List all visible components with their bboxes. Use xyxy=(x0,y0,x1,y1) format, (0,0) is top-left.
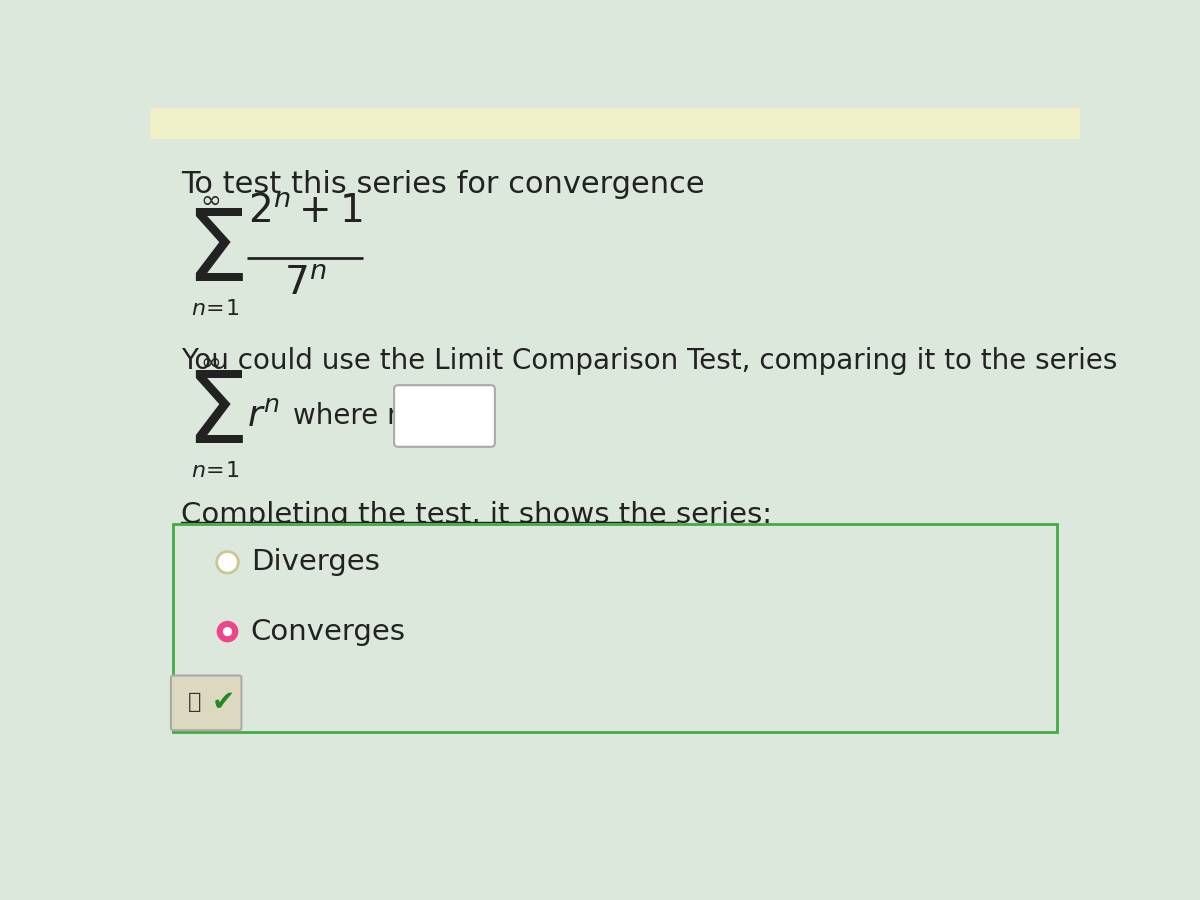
Circle shape xyxy=(223,627,232,636)
Circle shape xyxy=(217,552,239,573)
Text: $n\!=\!1$: $n\!=\!1$ xyxy=(191,299,239,319)
Text: Converges: Converges xyxy=(251,617,406,645)
Circle shape xyxy=(217,621,239,643)
Text: $r^n$: $r^n$ xyxy=(247,399,280,433)
Text: where r=: where r= xyxy=(293,402,422,430)
Text: Diverges: Diverges xyxy=(251,548,379,576)
Text: ✔: ✔ xyxy=(212,688,235,716)
Text: $7^n$: $7^n$ xyxy=(283,266,326,302)
FancyBboxPatch shape xyxy=(170,676,241,730)
Text: $\Sigma$: $\Sigma$ xyxy=(185,206,244,302)
Text: $\Sigma$: $\Sigma$ xyxy=(185,368,244,464)
Text: $\infty$: $\infty$ xyxy=(200,188,221,212)
Text: $2^n + 1$: $2^n + 1$ xyxy=(248,194,362,231)
Text: Completing the test, it shows the series:: Completing the test, it shows the series… xyxy=(181,500,772,528)
Text: You could use the Limit Comparison Test, comparing it to the series: You could use the Limit Comparison Test,… xyxy=(181,346,1117,374)
Text: $n\!=\!1$: $n\!=\!1$ xyxy=(191,461,239,481)
FancyBboxPatch shape xyxy=(173,524,1057,732)
Polygon shape xyxy=(150,108,1080,139)
Text: $\infty$: $\infty$ xyxy=(200,349,221,373)
Text: To test this series for convergence: To test this series for convergence xyxy=(181,169,704,199)
FancyBboxPatch shape xyxy=(394,385,494,446)
Text: 🔑: 🔑 xyxy=(188,692,202,713)
